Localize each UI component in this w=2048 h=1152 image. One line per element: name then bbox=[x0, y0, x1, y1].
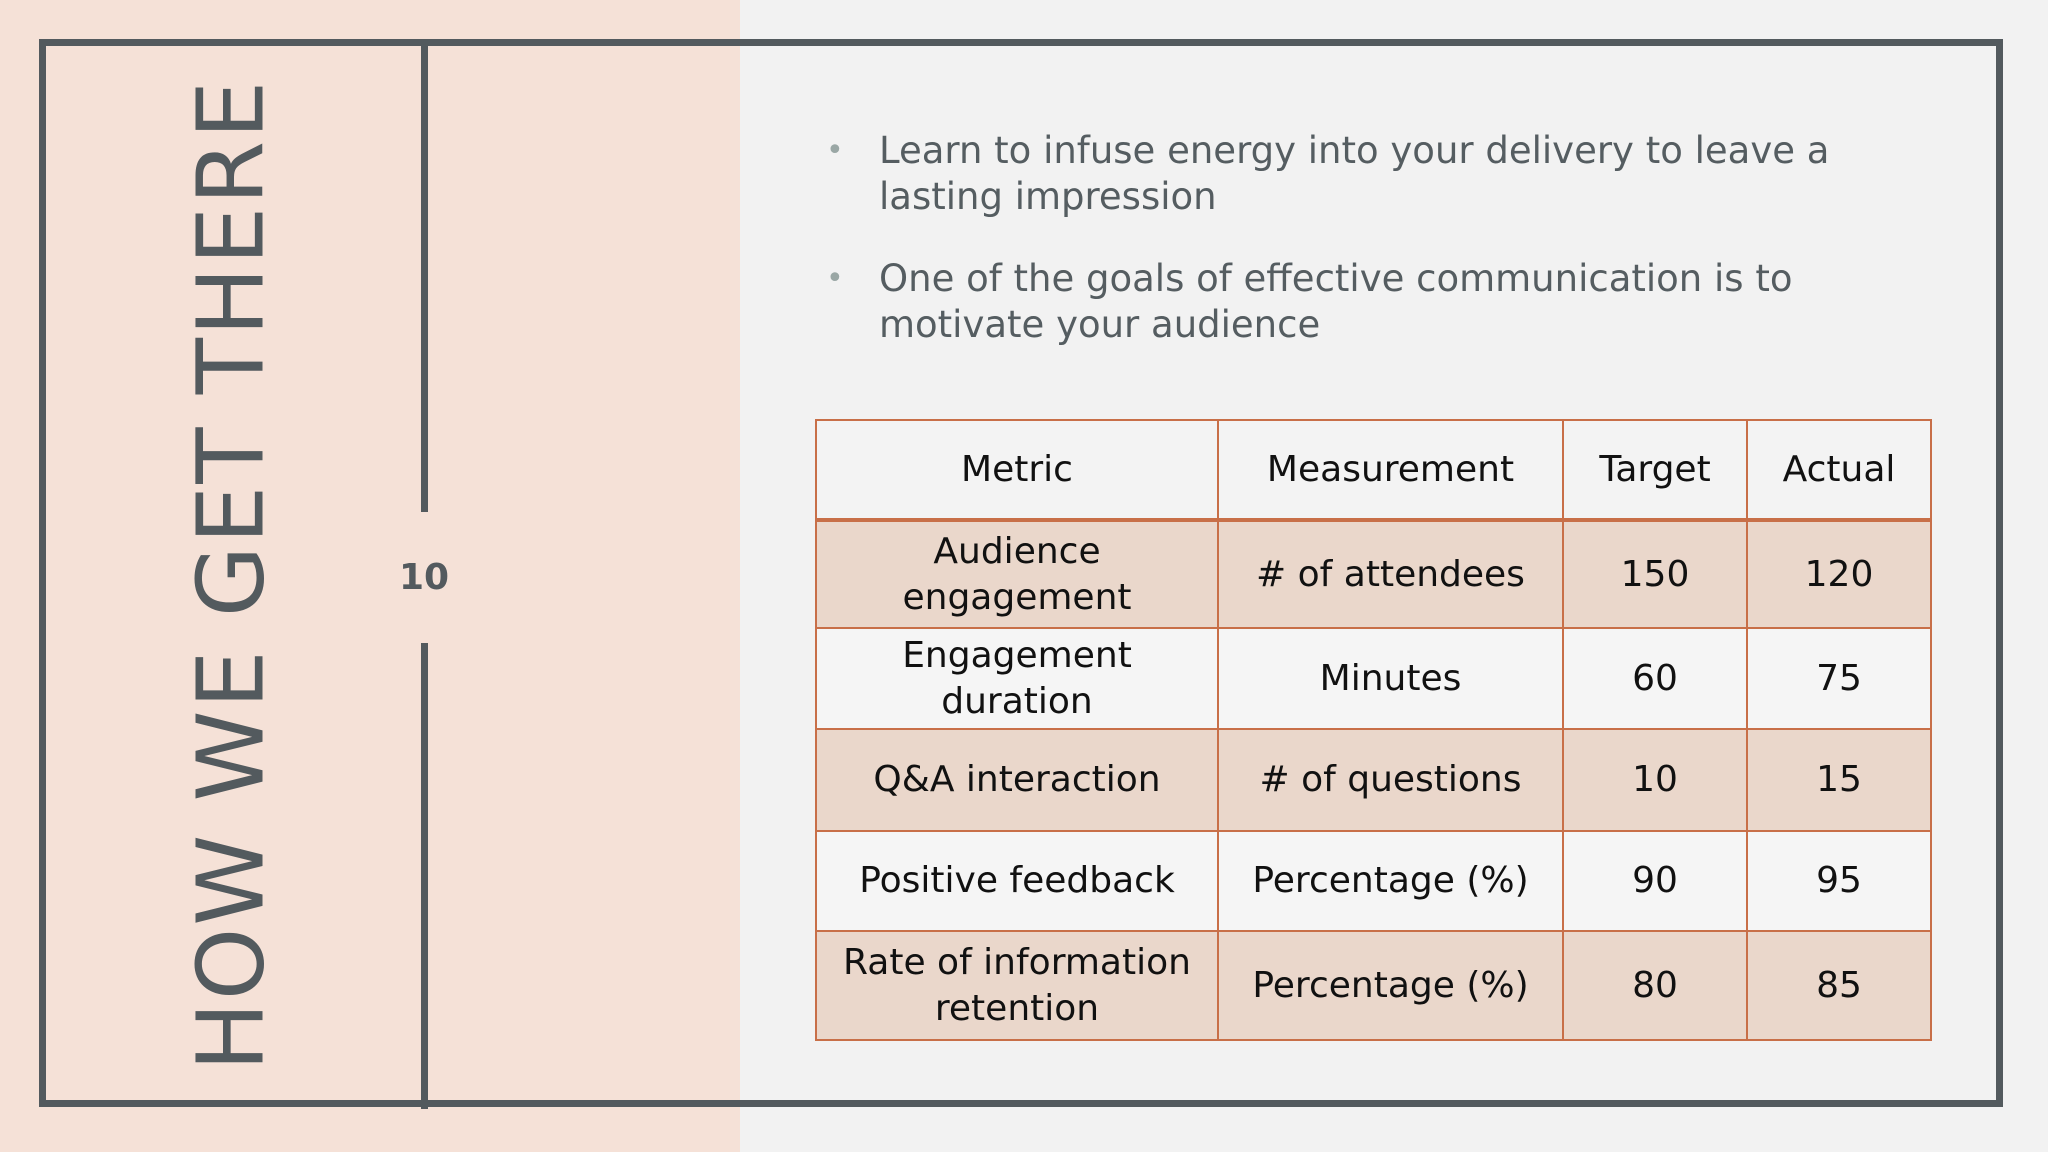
table-cell: 60 bbox=[1562, 627, 1748, 730]
table-cell: 90 bbox=[1562, 830, 1748, 932]
table-cell: Engagement duration bbox=[815, 627, 1219, 730]
page-number: 10 bbox=[398, 557, 450, 598]
table-cell: 150 bbox=[1562, 519, 1748, 629]
table-cell: Positive feedback bbox=[815, 830, 1219, 932]
bullet-list: Learn to infuse energy into your deliver… bbox=[826, 128, 1926, 384]
divider bbox=[421, 42, 428, 512]
frame bbox=[39, 39, 2003, 1107]
metrics-table: Metric Measurement Target Actual Audience e… bbox=[815, 419, 1932, 1041]
table-row: Q&A interaction # of questions 10 15 bbox=[815, 728, 1932, 832]
bullet: One of the goals of effective communicat… bbox=[826, 256, 1926, 348]
table-cell: 80 bbox=[1562, 930, 1748, 1041]
table-cell: Minutes bbox=[1217, 627, 1564, 730]
table-cell: # of questions bbox=[1217, 728, 1564, 832]
table-cell: 10 bbox=[1562, 728, 1748, 832]
table-cell: Rate of information retention bbox=[815, 930, 1219, 1041]
column-header: Target bbox=[1562, 419, 1748, 522]
table-row: Rate of information retention Percentage … bbox=[815, 930, 1932, 1041]
table-cell: 75 bbox=[1746, 627, 1932, 730]
table-cell: 95 bbox=[1746, 830, 1932, 932]
table-cell: 15 bbox=[1746, 728, 1932, 832]
slide-title: HOW WE GET THERE bbox=[177, 78, 285, 1072]
divider bbox=[421, 643, 428, 1109]
table-cell: # of attendees bbox=[1217, 519, 1564, 629]
column-header: Measurement bbox=[1217, 419, 1564, 522]
column-header: Metric bbox=[815, 419, 1219, 522]
table-cell: 85 bbox=[1746, 930, 1932, 1041]
column-header: Actual bbox=[1746, 419, 1932, 522]
table-cell: 120 bbox=[1746, 519, 1932, 629]
bullet: Learn to infuse energy into your deliver… bbox=[826, 128, 1926, 220]
table-cell: Percentage (%) bbox=[1217, 830, 1564, 932]
table-cell: Audience engagement bbox=[815, 519, 1219, 629]
table-cell: Q&A interaction bbox=[815, 728, 1219, 832]
header-row: Metric Measurement Target Actual bbox=[815, 419, 1932, 522]
table-row: Engagement duration Minutes 60 75 bbox=[815, 627, 1932, 730]
table-row: Audience engagement # of attendees 150 120 bbox=[815, 519, 1932, 629]
table-row: Positive feedback Percentage (%) 90 95 bbox=[815, 830, 1932, 932]
table-cell: Percentage (%) bbox=[1217, 930, 1564, 1041]
side-panel bbox=[0, 0, 740, 1152]
